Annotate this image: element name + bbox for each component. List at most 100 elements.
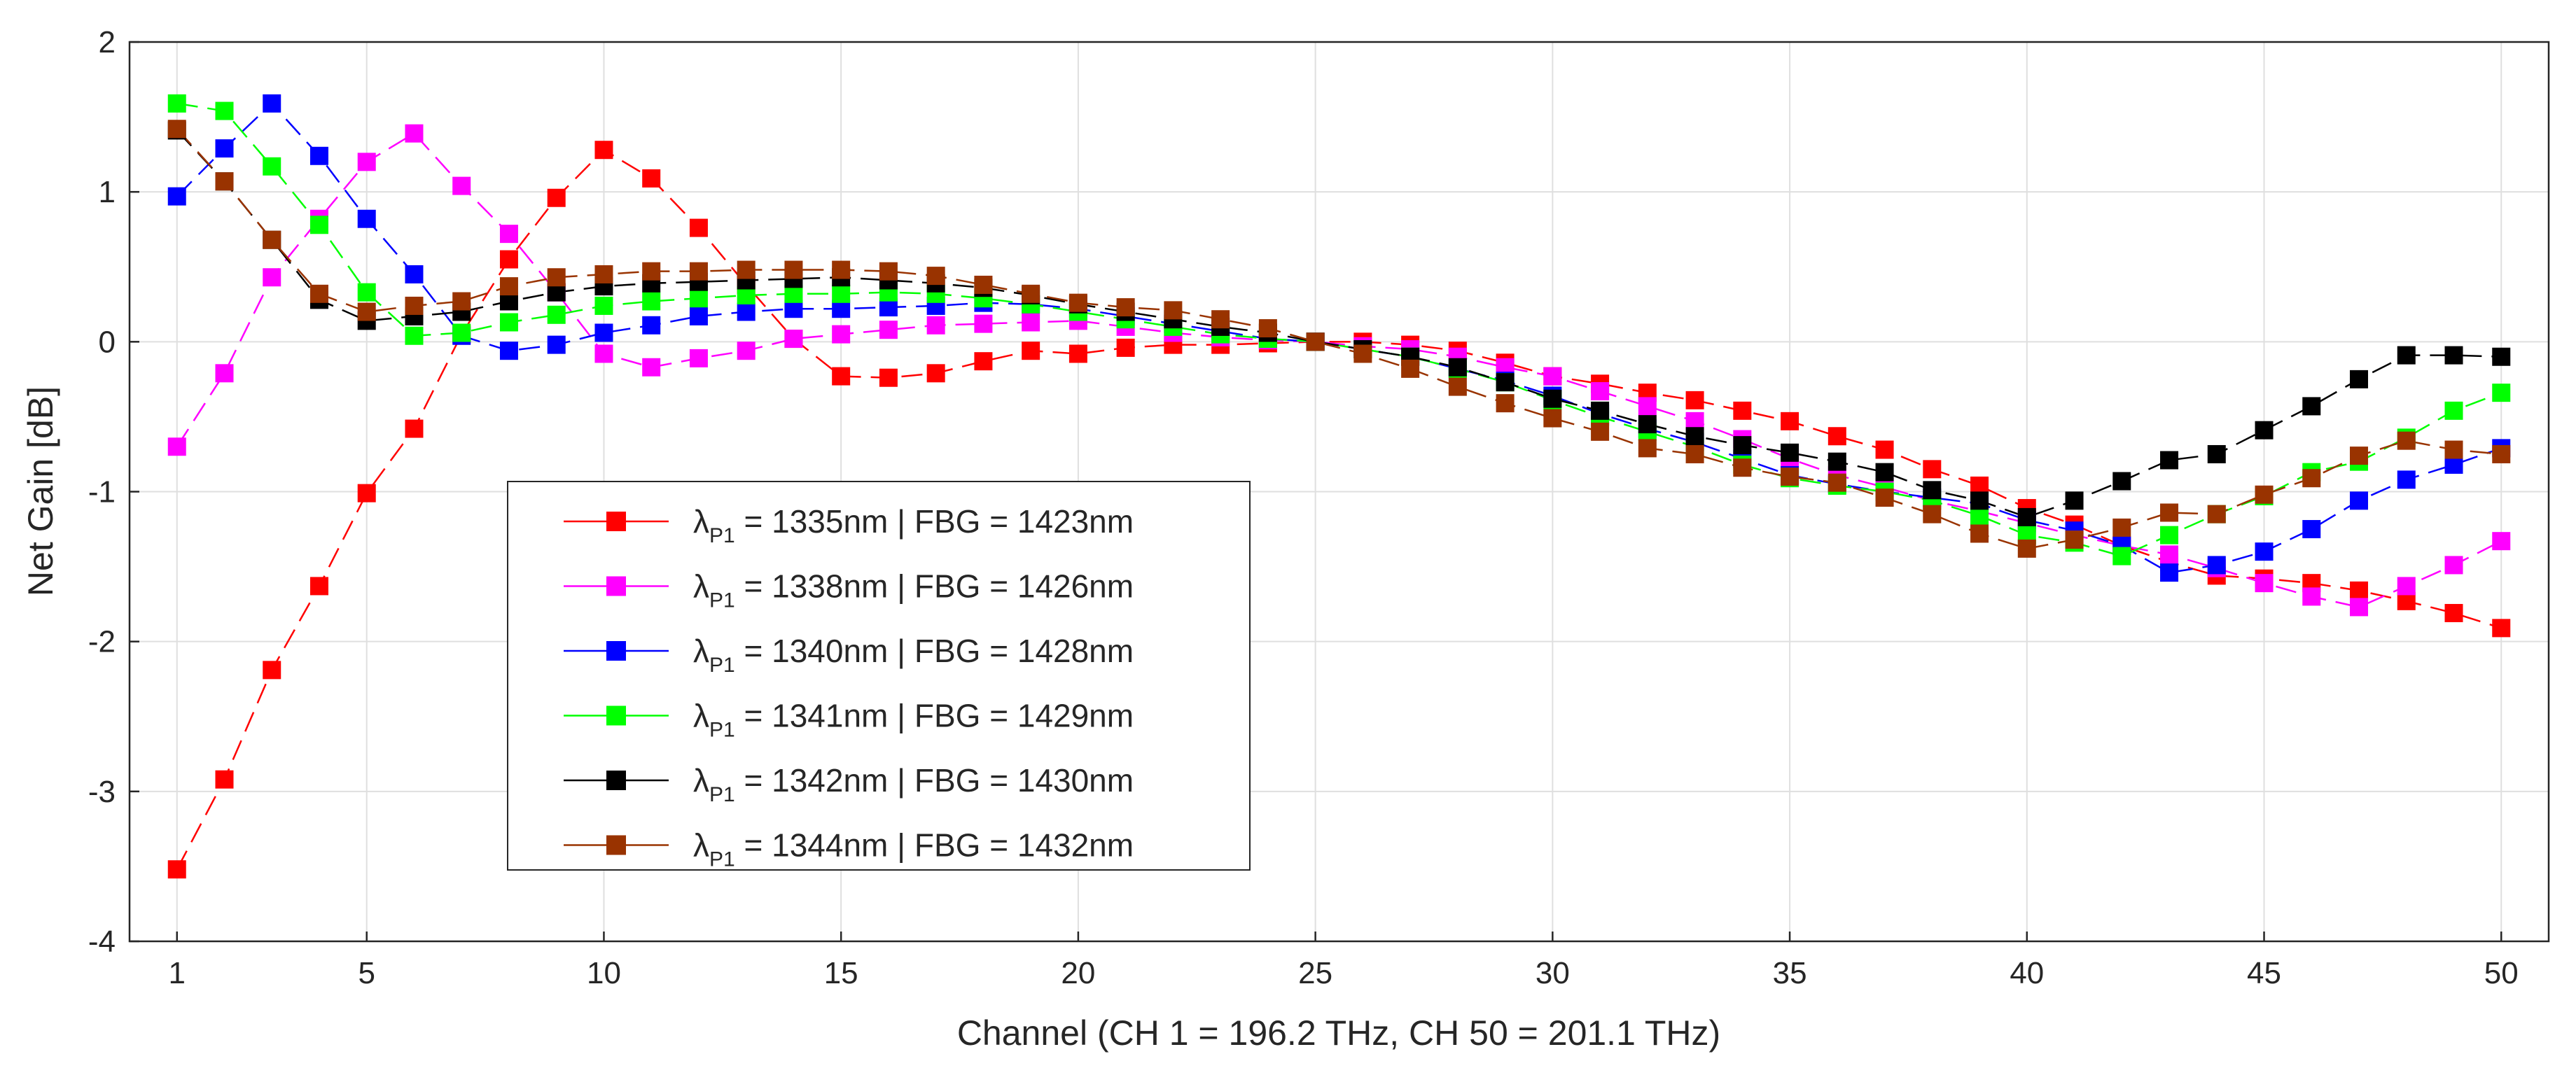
data-point-s6-ch30 xyxy=(1543,409,1562,428)
data-point-s3-ch11 xyxy=(642,316,661,335)
data-point-s4-ch10 xyxy=(594,296,613,315)
legend-subscript: P1 xyxy=(709,589,735,612)
data-point-s5-ch47 xyxy=(2350,370,2369,388)
y-axis-label: Net Gain [dB] xyxy=(21,386,60,596)
data-point-s2-ch1 xyxy=(167,437,186,456)
legend-label-1: λP1 = 1335nm | FBG = 1423nm xyxy=(693,503,1134,547)
legend-label-4: λP1 = 1341nm | FBG = 1429nm xyxy=(693,698,1134,742)
data-point-s6-ch17 xyxy=(926,267,945,286)
data-point-s6-ch39 xyxy=(1970,524,1989,543)
legend-label-3: λP1 = 1340nm | FBG = 1428nm xyxy=(693,633,1134,677)
y-tick-label: -2 xyxy=(88,625,116,659)
data-point-s6-ch43 xyxy=(2160,503,2179,522)
data-point-s4-ch11 xyxy=(642,292,661,311)
data-point-s3-ch3 xyxy=(263,94,281,113)
x-tick-label: 15 xyxy=(824,956,858,990)
data-point-s1-ch5 xyxy=(357,484,376,503)
data-point-s6-ch10 xyxy=(594,265,613,283)
data-point-s5-ch40 xyxy=(2017,507,2036,526)
data-point-s6-ch18 xyxy=(974,275,993,294)
data-point-s2-ch8 xyxy=(499,225,518,244)
data-point-s2-ch14 xyxy=(784,330,803,349)
legend-subscript: P1 xyxy=(709,524,735,547)
data-point-s3-ch6 xyxy=(405,265,424,283)
data-point-s1-ch1 xyxy=(167,860,186,879)
data-point-s5-ch31 xyxy=(1591,401,1610,420)
data-point-s6-ch21 xyxy=(1116,298,1135,317)
data-point-s2-ch45 xyxy=(2255,574,2274,593)
data-point-s1-ch33 xyxy=(1685,391,1704,409)
data-point-s6-ch9 xyxy=(547,268,566,287)
legend-marker-6 xyxy=(606,835,626,855)
data-point-s5-ch48 xyxy=(2397,346,2416,365)
y-tick-label: -4 xyxy=(88,925,116,959)
data-point-s6-ch2 xyxy=(215,172,234,191)
legend-lambda: λ xyxy=(693,827,709,864)
legend-subscript: P1 xyxy=(709,848,735,871)
data-point-s4-ch2 xyxy=(215,101,234,120)
data-point-s2-ch48 xyxy=(2397,577,2416,596)
data-point-s4-ch7 xyxy=(452,323,471,342)
data-point-s6-ch26 xyxy=(1353,344,1372,363)
data-point-s1-ch18 xyxy=(974,352,993,371)
data-point-s1-ch3 xyxy=(263,661,281,680)
data-point-s1-ch50 xyxy=(2492,619,2511,638)
data-point-s6-ch23 xyxy=(1211,310,1230,329)
data-point-s5-ch45 xyxy=(2255,421,2274,440)
legend-label-2: λP1 = 1338nm | FBG = 1426nm xyxy=(693,568,1134,612)
legend-text: = 1340nm | FBG = 1428nm xyxy=(735,633,1134,669)
data-point-s1-ch21 xyxy=(1116,338,1135,357)
data-point-s6-ch49 xyxy=(2444,440,2463,459)
data-point-s6-ch4 xyxy=(309,284,328,303)
data-point-s2-ch7 xyxy=(452,176,471,195)
data-point-s6-ch32 xyxy=(1638,439,1657,458)
legend-marker-3 xyxy=(606,641,626,661)
data-point-s6-ch28 xyxy=(1448,377,1467,396)
data-point-s2-ch2 xyxy=(215,364,234,383)
data-point-s3-ch8 xyxy=(499,342,518,360)
data-point-s2-ch6 xyxy=(405,124,424,143)
data-point-s6-ch3 xyxy=(263,230,281,249)
data-point-s2-ch49 xyxy=(2444,556,2463,575)
data-point-s6-ch1 xyxy=(167,120,186,139)
data-point-s6-ch34 xyxy=(1733,458,1752,477)
data-point-s4-ch49 xyxy=(2444,401,2463,420)
data-point-s1-ch38 xyxy=(1923,460,1942,479)
legend-marker-5 xyxy=(606,771,626,790)
data-point-s1-ch6 xyxy=(405,419,424,438)
y-tick-label: 0 xyxy=(99,325,116,359)
data-point-s3-ch45 xyxy=(2255,542,2274,561)
data-point-s5-ch38 xyxy=(1923,481,1942,500)
data-point-s1-ch49 xyxy=(2444,603,2463,622)
data-point-s6-ch48 xyxy=(2397,431,2416,450)
data-point-s3-ch10 xyxy=(594,323,613,342)
data-point-s4-ch5 xyxy=(357,283,376,302)
legend-marker-2 xyxy=(606,576,626,596)
data-point-s4-ch4 xyxy=(309,216,328,234)
legend-subscript: P1 xyxy=(709,719,735,742)
data-point-s6-ch38 xyxy=(1923,505,1942,524)
data-point-s6-ch45 xyxy=(2255,485,2274,504)
y-tick-label: 2 xyxy=(99,25,116,59)
data-point-s3-ch4 xyxy=(309,146,328,165)
legend-text: = 1338nm | FBG = 1426nm xyxy=(735,568,1134,605)
legend-text: = 1344nm | FBG = 1432nm xyxy=(735,827,1134,864)
x-tick-label: 40 xyxy=(2010,956,2044,990)
data-point-s6-ch22 xyxy=(1164,301,1183,320)
data-point-s4-ch3 xyxy=(263,157,281,176)
data-point-s5-ch30 xyxy=(1543,389,1562,408)
legend-lambda: λ xyxy=(693,633,709,669)
y-tick-label: -3 xyxy=(88,775,116,809)
data-point-s2-ch11 xyxy=(642,358,661,377)
y-tick-label: -1 xyxy=(88,475,116,510)
data-point-s6-ch24 xyxy=(1258,319,1277,338)
data-point-s1-ch36 xyxy=(1827,427,1846,446)
data-point-s3-ch43 xyxy=(2160,563,2179,582)
legend-text: = 1342nm | FBG = 1430nm xyxy=(735,762,1134,799)
data-point-s3-ch9 xyxy=(547,335,566,354)
legend-text: = 1341nm | FBG = 1429nm xyxy=(735,698,1134,734)
data-point-s1-ch37 xyxy=(1875,440,1894,459)
data-point-s3-ch48 xyxy=(2397,470,2416,489)
